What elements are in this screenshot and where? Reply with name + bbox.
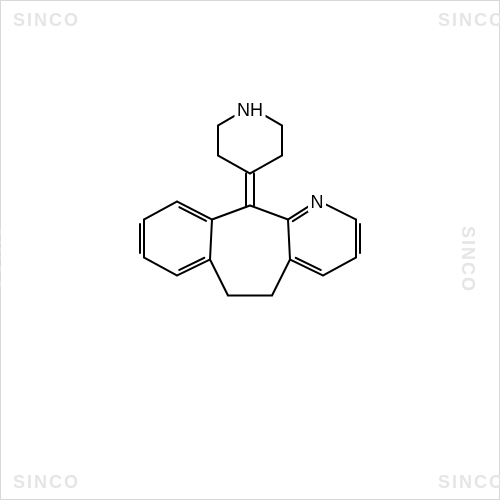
svg-text:NH: NH	[237, 100, 263, 120]
svg-text:N: N	[311, 192, 324, 212]
molecule-svg: NHNHNN	[110, 98, 390, 398]
molecule-structure: NHNHNN	[110, 98, 390, 403]
